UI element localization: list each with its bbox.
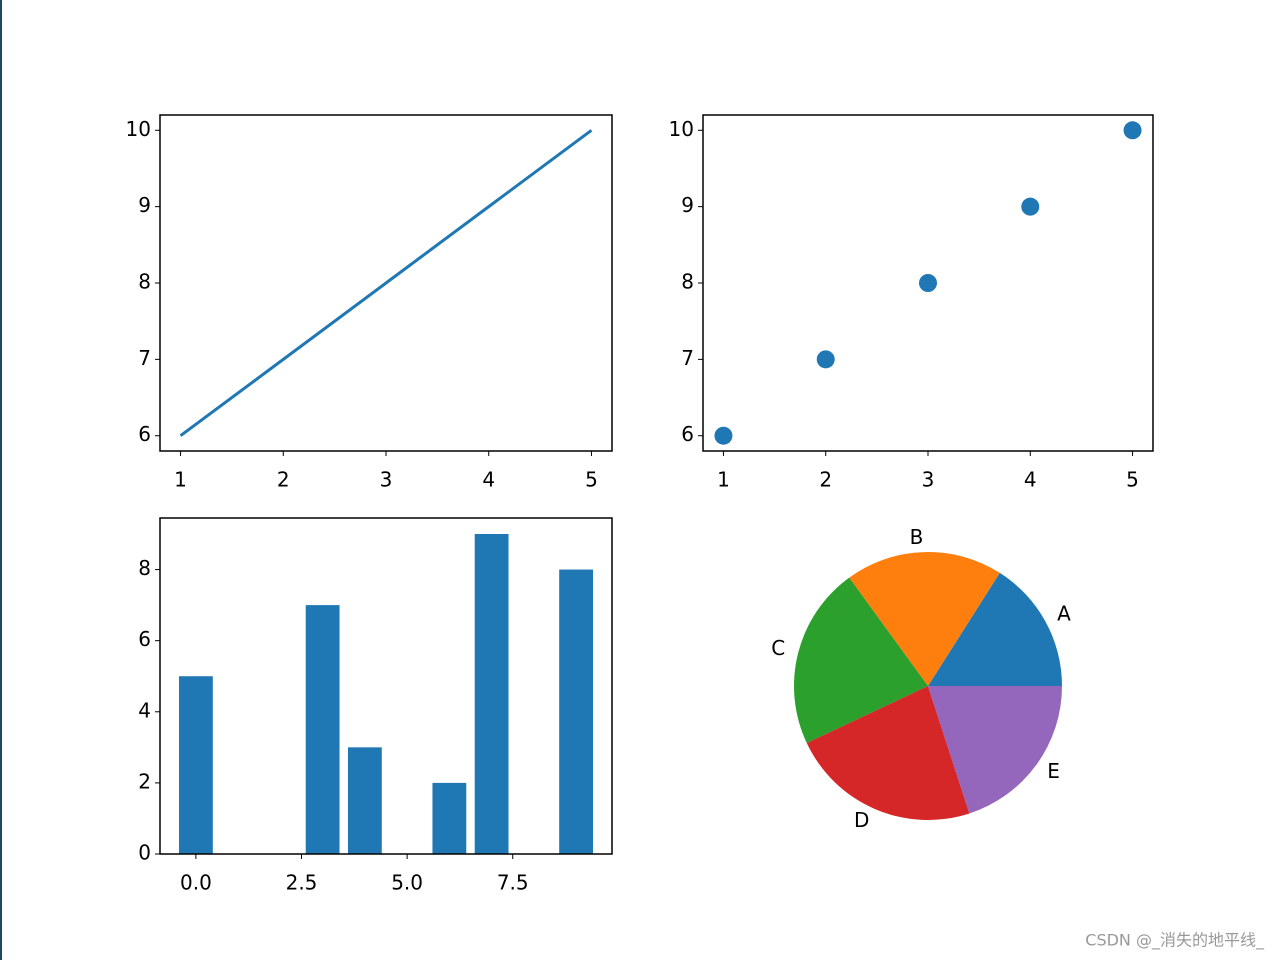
y-tick-label: 4 [138, 698, 151, 722]
pie-slice [928, 686, 1062, 814]
point [1021, 197, 1040, 216]
y-tick-label: 0 [138, 841, 151, 865]
slice-label: E [1047, 759, 1060, 783]
x-tick-label: 5 [585, 468, 598, 492]
y-tick-label: 7 [681, 346, 694, 370]
pie-slice [928, 572, 1062, 686]
x-tick-label: 4 [482, 468, 495, 492]
slice-label: C [771, 636, 785, 660]
y-tick-label: 9 [138, 193, 151, 217]
x-tick-label: 7.5 [497, 871, 529, 895]
x-tick-label: 5 [1126, 468, 1139, 492]
slice-label: B [910, 525, 924, 549]
bar [347, 747, 382, 854]
left-edge [0, 0, 2, 960]
pie-slice [794, 577, 928, 744]
y-tick-label: 10 [126, 117, 151, 141]
x-tick-label: 3 [922, 468, 935, 492]
x-tick-label: 2.5 [286, 871, 318, 895]
y-tick-label: 8 [681, 270, 694, 294]
axes-frame [159, 114, 613, 452]
y-tick-label: 9 [681, 193, 694, 217]
y-tick-label: 7 [138, 346, 151, 370]
x-tick-label: 4 [1024, 468, 1037, 492]
y-tick-label: 10 [669, 117, 694, 141]
bar [432, 782, 467, 854]
y-tick-label: 6 [138, 627, 151, 651]
slice-label: D [854, 808, 869, 832]
pie-slice [806, 686, 970, 820]
point [816, 350, 835, 369]
axes-frame [702, 114, 1154, 452]
bar [474, 534, 509, 854]
x-tick-label: 1 [174, 468, 187, 492]
x-tick-label: 3 [380, 468, 393, 492]
point [919, 274, 937, 292]
x-tick-label: 2 [277, 468, 290, 492]
axes-frame [159, 517, 613, 855]
y-tick-label: 2 [138, 769, 151, 793]
point [714, 426, 733, 445]
x-tick-label: 0.0 [180, 871, 212, 895]
pie-slice [849, 551, 1000, 686]
x-tick-label: 1 [717, 468, 730, 492]
watermark: CSDN @_消失的地平线_ [1085, 931, 1265, 951]
slice-label: A [1057, 601, 1071, 625]
x-tick-label: 2 [819, 468, 832, 492]
bar [305, 605, 340, 854]
line [179, 129, 593, 437]
y-tick-label: 6 [138, 422, 151, 446]
bar [179, 676, 213, 854]
y-tick-label: 6 [681, 422, 694, 446]
y-tick-label: 8 [138, 270, 151, 294]
bar [559, 569, 593, 854]
y-tick-label: 8 [138, 556, 151, 580]
point [1123, 121, 1142, 140]
x-tick-label: 5.0 [391, 871, 423, 895]
